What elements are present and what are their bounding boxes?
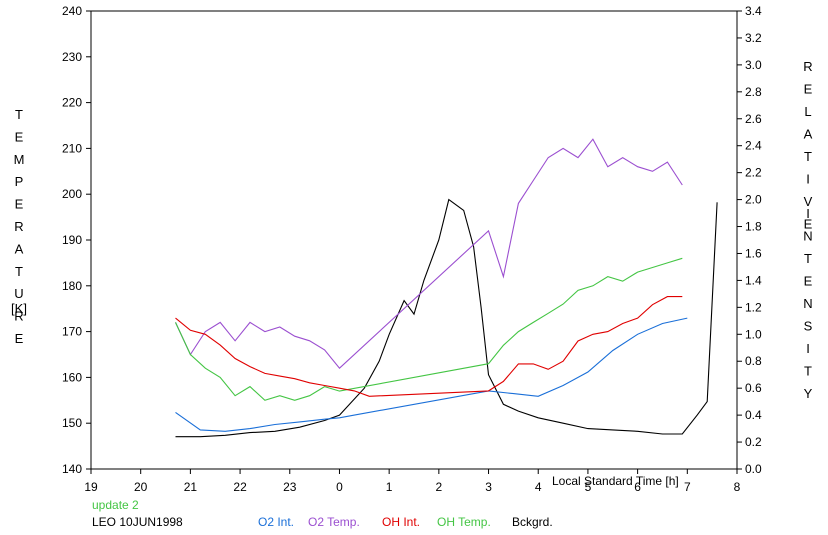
series-line-o2-temp bbox=[175, 138, 683, 370]
x-tick-label: 0 bbox=[336, 480, 343, 494]
series-layer bbox=[175, 138, 718, 438]
right-tick-label: 1.2 bbox=[745, 300, 762, 314]
right-tick-label: 0.0 bbox=[745, 462, 762, 476]
left-tick-label: 180 bbox=[62, 279, 82, 293]
legend-entry: Bckgrd. bbox=[512, 515, 553, 529]
legend-entry: OH Temp. bbox=[437, 515, 491, 529]
left-tick-label: 210 bbox=[62, 141, 82, 155]
right-tick-label: 0.6 bbox=[745, 381, 762, 395]
x-tick-label: 8 bbox=[734, 480, 741, 494]
right-label-letter: E bbox=[804, 274, 813, 289]
annotation-update: update 2 bbox=[92, 498, 139, 512]
left-label-letter: M bbox=[14, 152, 25, 167]
x-axis-ticks: 19 20 21 22 23 0 1 2 3 4 5 6 7 8 bbox=[84, 469, 741, 494]
right-tick-label: 1.0 bbox=[745, 327, 762, 341]
right-tick-label: 2.8 bbox=[745, 85, 762, 99]
right-label-letter: E bbox=[804, 82, 813, 97]
right-label-letter: T bbox=[804, 364, 812, 379]
right-label-letter: I bbox=[806, 341, 810, 356]
right-tick-label: 3.0 bbox=[745, 58, 762, 72]
right-tick-label: 2.0 bbox=[745, 193, 762, 207]
plot-frame bbox=[90, 10, 738, 470]
right-label-letter: Y bbox=[804, 386, 813, 401]
left-tick-label: 160 bbox=[62, 370, 82, 384]
left-label-letter: P bbox=[15, 174, 24, 189]
left-label-letter: T bbox=[15, 107, 23, 122]
legend-entry: OH Int. bbox=[382, 515, 420, 529]
left-label-letter: A bbox=[15, 241, 24, 256]
left-tick-label: 220 bbox=[62, 96, 82, 110]
left-label-letter: E bbox=[15, 331, 24, 346]
x-tick-label: 7 bbox=[684, 480, 691, 494]
x-tick-label: 3 bbox=[485, 480, 492, 494]
right-label-letter: I bbox=[806, 172, 810, 187]
right-tick-label: 2.4 bbox=[745, 139, 762, 153]
right-tick-label: 3.2 bbox=[745, 31, 762, 45]
left-axis-ticks: 140 150 160 170 180 190 200 210 220 230 240 bbox=[62, 4, 91, 476]
left-tick-label: 170 bbox=[62, 325, 82, 339]
right-label-letter: N bbox=[803, 296, 812, 311]
left-tick-label: 150 bbox=[62, 416, 82, 430]
right-label-letter: R bbox=[803, 59, 812, 74]
left-tick-label: 240 bbox=[62, 4, 82, 18]
series-line-o2-int bbox=[175, 317, 688, 432]
x-tick-label: 1 bbox=[386, 480, 393, 494]
legend-entry: O2 Temp. bbox=[308, 515, 360, 529]
left-tick-label: 190 bbox=[62, 233, 82, 247]
right-label-letter: L bbox=[804, 104, 811, 119]
right-label-letter: E bbox=[804, 217, 813, 232]
x-tick-label: 4 bbox=[535, 480, 542, 494]
right-tick-label: 2.6 bbox=[745, 112, 762, 126]
x-tick-label: 6 bbox=[634, 480, 641, 494]
left-label-letter: E bbox=[15, 197, 24, 212]
series-line-oh-temp bbox=[175, 257, 683, 401]
right-tick-label: 0.2 bbox=[745, 435, 762, 449]
left-tick-label: 230 bbox=[62, 50, 82, 64]
right-label-letter: S bbox=[804, 319, 813, 334]
right-tick-label: 0.4 bbox=[745, 408, 762, 422]
left-tick-label: 200 bbox=[62, 187, 82, 201]
x-axis-label: Local Standard Time [h] bbox=[552, 474, 679, 488]
left-label-letter: U bbox=[14, 286, 23, 301]
right-tick-label: 0.8 bbox=[745, 354, 762, 368]
right-label-letter: A bbox=[804, 127, 813, 142]
series-line-bckgrd bbox=[175, 198, 718, 438]
left-label-unit: [K] bbox=[11, 301, 27, 316]
left-label-letter: T bbox=[15, 264, 23, 279]
x-tick-label: 23 bbox=[283, 480, 297, 494]
right-label-letter: N bbox=[803, 229, 812, 244]
left-label-letter: R bbox=[14, 309, 23, 324]
x-tick-label: 5 bbox=[585, 480, 592, 494]
series-line-oh-int bbox=[175, 296, 683, 397]
right-label-letter: T bbox=[804, 149, 812, 164]
x-tick-label: 21 bbox=[184, 480, 198, 494]
right-label-letter: T bbox=[804, 251, 812, 266]
legend-entry: O2 Int. bbox=[258, 515, 294, 529]
right-tick-label: 3.4 bbox=[745, 4, 762, 18]
right-tick-label: 1.8 bbox=[745, 220, 762, 234]
plot-border bbox=[90, 10, 738, 470]
right-tick-label: 2.2 bbox=[745, 166, 762, 180]
left-label-letter: E bbox=[15, 129, 24, 144]
x-tick-label: 22 bbox=[233, 480, 247, 494]
x-tick-label: 2 bbox=[436, 480, 443, 494]
left-label-letter: R bbox=[14, 219, 23, 234]
x-tick-label: 20 bbox=[134, 480, 148, 494]
right-tick-label: 1.6 bbox=[745, 246, 762, 260]
x-tick-label: 19 bbox=[84, 480, 98, 494]
right-axis-ticks: 0.0 0.2 0.4 0.6 0.8 1.0 1.2 1.4 1.6 1.8 2.0 2.2 2.4 2… bbox=[737, 4, 762, 476]
legend: O2 Int. O2 Temp. OH Int. OH Temp. Bckgrd. bbox=[258, 515, 553, 529]
left-tick-label: 140 bbox=[62, 462, 82, 476]
right-label-letter: V bbox=[804, 194, 813, 209]
annotation-date: LEO 10JUN1998 bbox=[92, 515, 183, 529]
right-label-letter: I bbox=[806, 206, 810, 221]
right-tick-label: 1.4 bbox=[745, 273, 762, 287]
